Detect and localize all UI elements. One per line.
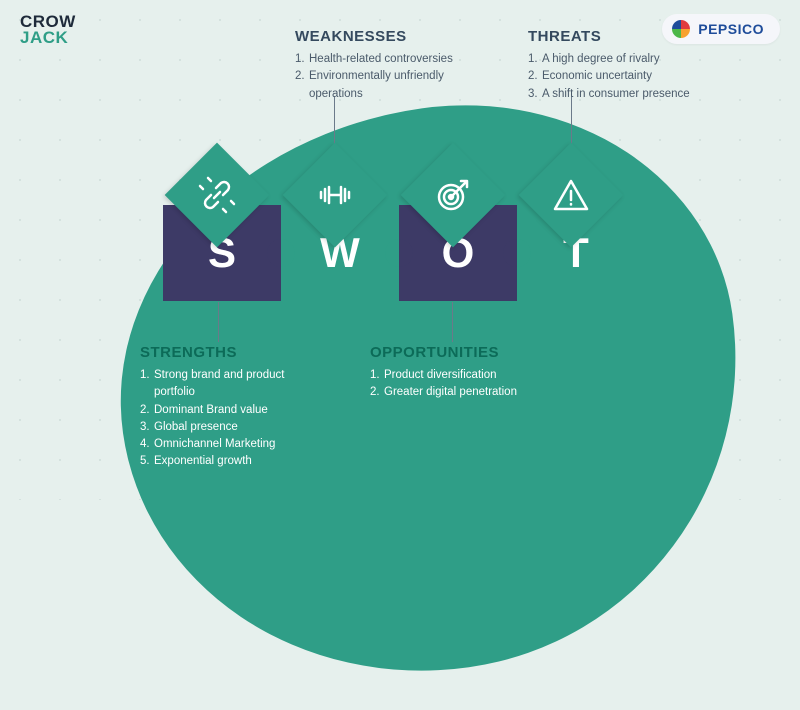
connector-line	[218, 302, 219, 342]
logo-line2: JACK	[20, 30, 76, 46]
crowjack-logo: CROW JACK	[20, 14, 76, 46]
strengths-section: STRENGTHS Strong brand and product portfo…	[140, 344, 305, 471]
threats-item: A high degree of rivalry	[528, 51, 693, 68]
threats-title: THREATS	[528, 28, 693, 45]
opportunities-section: OPPORTUNITIES Product diversificationGrea…	[370, 344, 535, 402]
threats-section: THREATS A high degree of rivalryEconomic …	[528, 28, 693, 103]
strengths-item: Global presence	[140, 419, 305, 436]
brand-name: PEPSICO	[698, 21, 764, 37]
opportunities-item: Product diversification	[370, 367, 535, 384]
strengths-item: Dominant Brand value	[140, 402, 305, 419]
weaknesses-section: WEAKNESSES Health-related controversiesEn…	[295, 28, 460, 103]
strengths-title: STRENGTHS	[140, 344, 305, 361]
threats-item: A shift in consumer presence	[528, 86, 693, 103]
opportunities-item: Greater digital penetration	[370, 384, 535, 401]
weaknesses-item: Health-related controversies	[295, 51, 460, 68]
connector-line	[452, 302, 453, 342]
strengths-item: Strong brand and product portfolio	[140, 367, 305, 402]
strengths-item: Exponential growth	[140, 453, 305, 470]
weaknesses-item: Environmentally unfriendly operations	[295, 68, 460, 103]
opportunities-title: OPPORTUNITIES	[370, 344, 535, 361]
threats-item: Economic uncertainty	[528, 68, 693, 85]
weaknesses-title: WEAKNESSES	[295, 28, 460, 45]
strengths-item: Omnichannel Marketing	[140, 436, 305, 453]
